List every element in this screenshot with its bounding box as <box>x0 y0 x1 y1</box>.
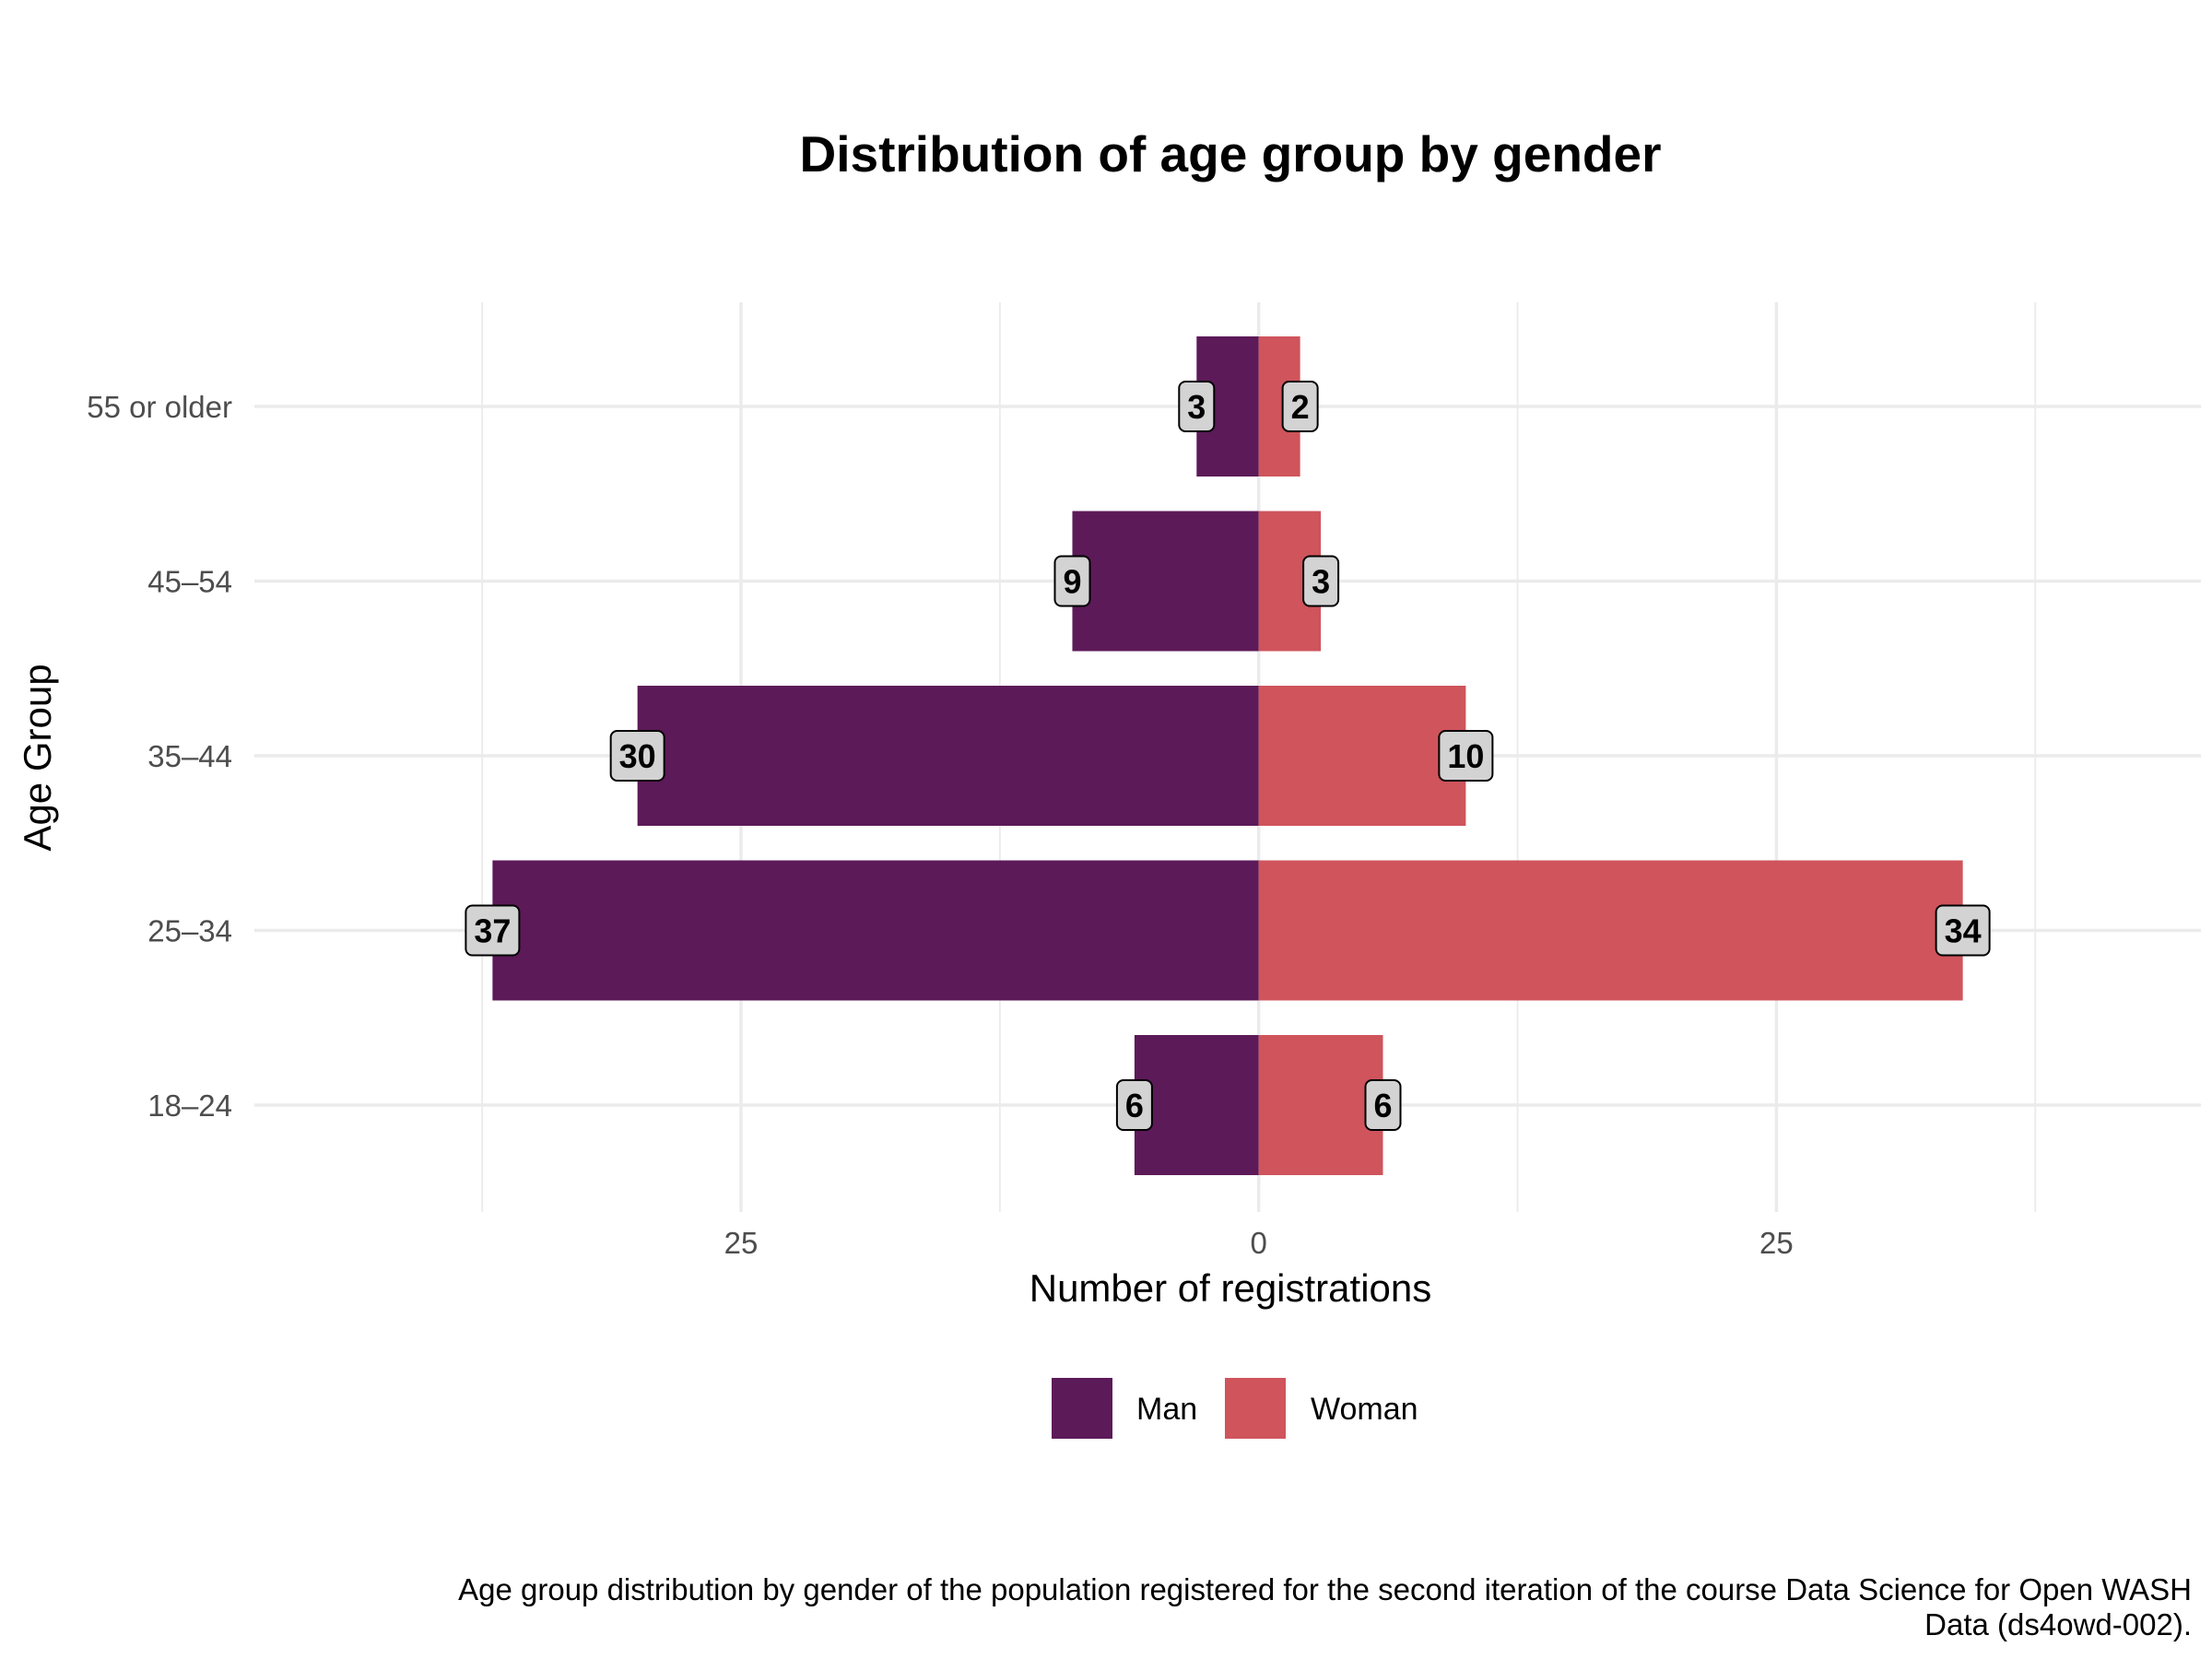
x-axis-ticks: 25 0 25 <box>724 1226 1794 1260</box>
bar-label: 2 <box>1281 381 1319 432</box>
bar-label-text: 10 <box>1447 737 1484 775</box>
legend-key <box>1052 1378 1112 1439</box>
y-tick-label: 35–44 <box>147 739 232 773</box>
bar-label-text: 34 <box>1945 912 1982 950</box>
bar-label: 6 <box>1115 1079 1153 1131</box>
caption-line: Data (ds4owd-002). <box>1924 1607 2192 1641</box>
bar-man-3 <box>1072 511 1259 652</box>
bar-label: 3 <box>1178 381 1216 432</box>
bar-label: 6 <box>1364 1079 1402 1131</box>
caption-line: Age group distribution by gender of the … <box>458 1572 2192 1606</box>
bar-label-box <box>465 904 521 957</box>
bar-man-1 <box>492 860 1259 1001</box>
legend: Man Woman <box>1052 1378 1418 1439</box>
y-tick-label: 18–24 <box>147 1088 232 1123</box>
bar-label-text: 9 <box>1063 563 1081 601</box>
legend-key <box>1225 1378 1286 1439</box>
bar-woman-2 <box>1258 686 1466 826</box>
bar-label-text: 2 <box>1291 388 1310 426</box>
bar-man-0 <box>1134 1035 1259 1175</box>
bar-label: 3 <box>1302 555 1340 607</box>
bar-label-box <box>1364 1079 1402 1131</box>
legend-label: Man <box>1136 1392 1197 1427</box>
bar-label-box <box>1178 381 1216 432</box>
bar-label-text: 30 <box>619 737 656 775</box>
bar-label-box <box>1302 555 1340 607</box>
bar-label-box <box>609 730 665 782</box>
legend-label: Woman <box>1311 1392 1418 1427</box>
bar-labels: 6 37 30 9 3 6 34 10 3 2 <box>465 381 1991 1131</box>
bar-label-text: 37 <box>474 912 511 950</box>
bar-woman-0 <box>1258 1035 1383 1175</box>
y-axis-ticks: 18–24 25–34 35–44 45–54 55 or older <box>87 390 232 1123</box>
y-tick-label: 55 or older <box>87 390 232 424</box>
bar-woman-1 <box>1258 860 1963 1001</box>
bar-label-text: 3 <box>1312 563 1330 601</box>
bar-label: 37 <box>465 904 521 957</box>
chart-title: Distribution of age group by gender <box>800 125 1662 182</box>
bars <box>492 336 1963 1175</box>
y-axis-title: Age Group <box>16 664 59 851</box>
bar-label-text: 6 <box>1373 1087 1392 1124</box>
bar-label-box <box>1281 381 1319 432</box>
y-tick-label: 25–34 <box>147 914 232 948</box>
x-tick-label: 0 <box>1251 1226 1267 1260</box>
bar-label: 34 <box>1935 904 1991 957</box>
legend-item-man: Man <box>1052 1378 1197 1439</box>
bar-label-text: 3 <box>1187 388 1206 426</box>
x-axis-title: Number of registrations <box>1030 1266 1432 1310</box>
x-tick-label: 25 <box>724 1226 759 1260</box>
bar-label-box <box>1053 555 1091 607</box>
legend-item-woman: Woman <box>1225 1378 1418 1439</box>
bar-label-text: 6 <box>1125 1087 1144 1124</box>
bar-label: 9 <box>1053 555 1091 607</box>
bar-label-box <box>1935 904 1991 957</box>
caption: Age group distribution by gender of the … <box>458 1572 2192 1641</box>
bar-man-2 <box>637 686 1259 826</box>
x-tick-label: 25 <box>1759 1226 1794 1260</box>
bar-label-box <box>1438 730 1494 782</box>
bar-label-box <box>1115 1079 1153 1131</box>
bar-label: 10 <box>1438 730 1494 782</box>
bar-label: 30 <box>609 730 665 782</box>
y-tick-label: 45–54 <box>147 565 232 599</box>
